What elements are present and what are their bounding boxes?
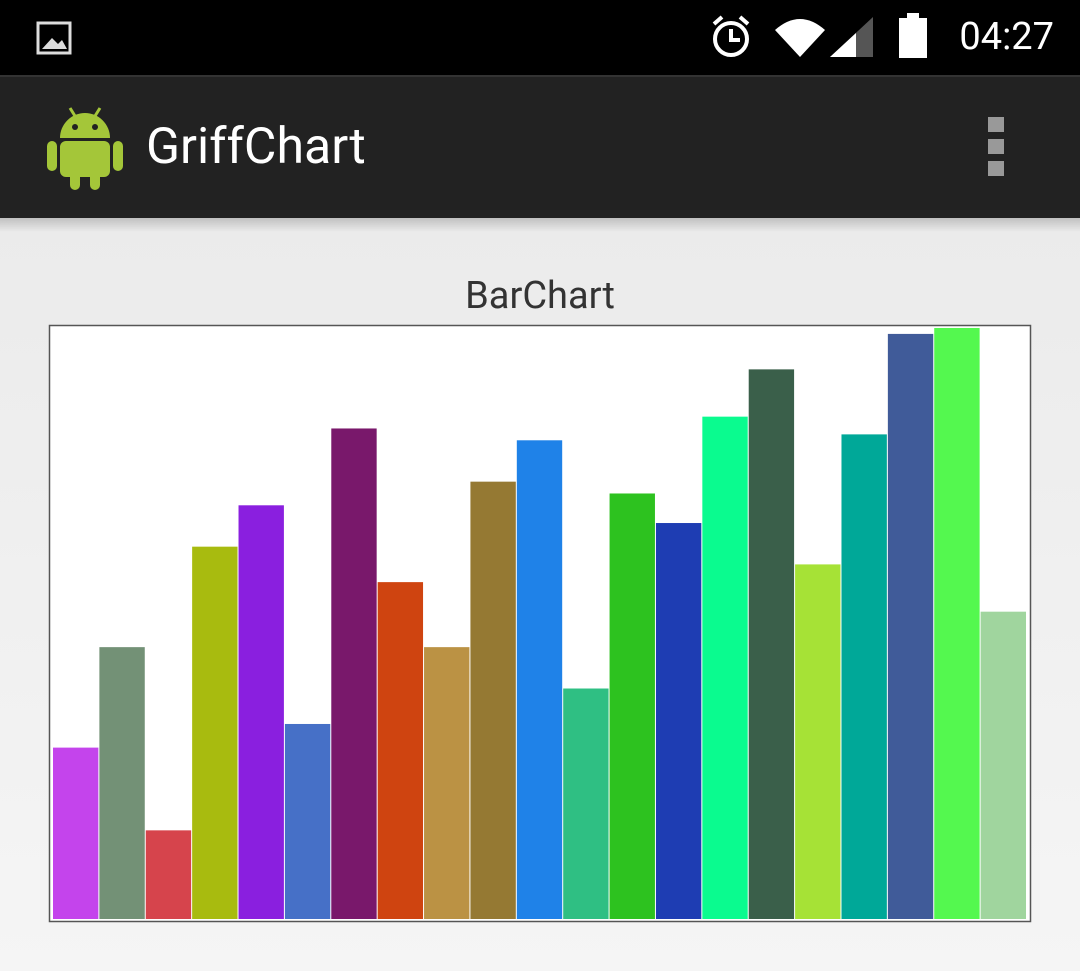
overflow-menu[interactable] bbox=[988, 117, 1004, 176]
battery-icon bbox=[899, 18, 927, 58]
bar bbox=[470, 481, 516, 919]
chart-title: BarChart bbox=[465, 274, 615, 318]
gallery-icon bbox=[36, 21, 72, 55]
bar bbox=[192, 546, 238, 919]
bar bbox=[702, 416, 748, 919]
bar bbox=[377, 582, 424, 919]
bar bbox=[748, 369, 795, 919]
signal-icon bbox=[830, 17, 873, 57]
app-bar bbox=[0, 75, 1080, 218]
app-bar-edge bbox=[0, 75, 1080, 77]
bar bbox=[238, 505, 284, 919]
bar bbox=[563, 688, 609, 919]
bar bbox=[934, 328, 980, 919]
bar bbox=[145, 830, 192, 919]
alarm-icon bbox=[712, 15, 750, 57]
bar bbox=[609, 493, 655, 919]
android-logo bbox=[47, 107, 123, 190]
wifi-icon bbox=[775, 19, 825, 57]
bar bbox=[99, 647, 145, 919]
bar bbox=[424, 647, 470, 919]
clock: 04:27 bbox=[959, 15, 1054, 59]
bar bbox=[887, 333, 934, 919]
bar bbox=[331, 428, 377, 919]
bar bbox=[655, 523, 702, 919]
signal-level bbox=[830, 33, 856, 57]
bar bbox=[980, 611, 1026, 919]
battery-tip bbox=[907, 13, 919, 19]
app-title: GriffChart bbox=[146, 118, 366, 176]
bar bbox=[841, 434, 887, 919]
bar bbox=[795, 564, 841, 919]
bar bbox=[516, 440, 563, 919]
bar bbox=[284, 723, 331, 919]
bar bbox=[53, 747, 99, 919]
app-bar-shadow bbox=[0, 218, 1080, 232]
